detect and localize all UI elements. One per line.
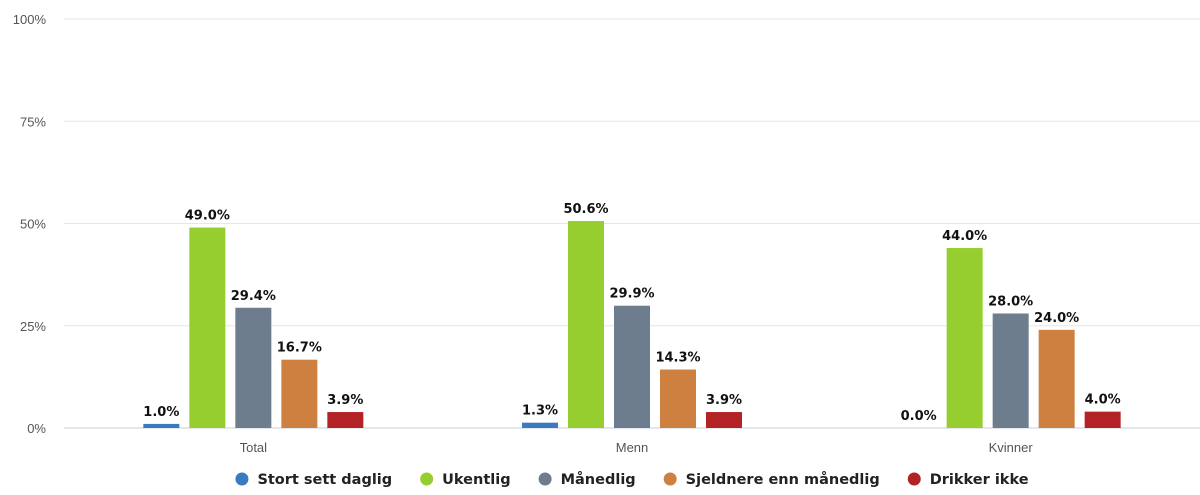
legend-label: Ukentlig — [442, 472, 510, 488]
x-category-label: Kvinner — [989, 440, 1034, 455]
y-tick-label: 50% — [20, 217, 46, 232]
legend-item[interactable]: Stort sett daglig — [235, 472, 392, 488]
y-tick-label: 0% — [27, 421, 46, 436]
bar-sjeldnere-enn-m-nedlig[interactable] — [281, 359, 318, 428]
legend-marker — [538, 472, 552, 486]
y-axis: 0% 25% 50% 75% 100% — [13, 12, 47, 436]
bar-drikker-ikke[interactable] — [1084, 411, 1121, 428]
bar-m-nedlig[interactable] — [235, 307, 272, 428]
y-tick-label: 75% — [20, 114, 46, 129]
legend-item[interactable]: Sjeldnere enn månedlig — [663, 471, 880, 488]
bar-sjeldnere-enn-m-nedlig[interactable] — [1038, 329, 1075, 428]
y-tick-label: 25% — [20, 319, 46, 334]
bars — [143, 221, 1121, 428]
data-label: 28.0% — [988, 294, 1033, 309]
x-category-label: Total — [240, 440, 268, 455]
legend-label: Sjeldnere enn månedlig — [686, 471, 880, 488]
legend-item[interactable]: Månedlig — [538, 471, 636, 488]
bar-drikker-ikke[interactable] — [327, 412, 364, 428]
bar-ukentlig[interactable] — [946, 248, 983, 428]
data-label: 0.0% — [901, 409, 937, 424]
data-labels: 1.0% 49.0% 29.4% 16.7% 3.9% 1.3% 50.6% 29.9% 14.… — [143, 202, 1120, 424]
data-label: 14.3% — [655, 351, 700, 366]
bar-ukentlig[interactable] — [568, 221, 604, 428]
data-label: 3.9% — [706, 393, 742, 408]
legend-marker — [663, 472, 677, 486]
bar-stort-sett-daglig[interactable] — [522, 422, 558, 428]
x-category-label: Menn — [616, 440, 649, 455]
data-label: 50.6% — [563, 202, 608, 217]
legend-marker — [235, 472, 249, 486]
data-label: 1.0% — [143, 405, 179, 420]
legend-marker — [907, 472, 921, 486]
bar-drikker-ikke[interactable] — [706, 412, 742, 428]
data-label: 24.0% — [1034, 311, 1079, 326]
bar-m-nedlig[interactable] — [992, 313, 1029, 428]
bar-stort-sett-daglig[interactable] — [143, 423, 180, 428]
data-label: 49.0% — [185, 209, 230, 224]
legend-item[interactable]: Ukentlig — [420, 472, 511, 488]
data-label: 3.9% — [327, 393, 363, 408]
legend: Stort sett daglig Ukentlig Månedlig Sjeldne… — [235, 471, 1029, 488]
y-tick-label: 100% — [13, 12, 47, 27]
data-label: 4.0% — [1085, 393, 1121, 408]
data-label: 29.9% — [609, 287, 654, 302]
data-label: 1.3% — [522, 404, 558, 419]
legend-marker — [420, 472, 434, 486]
data-label: 29.4% — [231, 289, 276, 304]
data-label: 16.7% — [277, 341, 322, 356]
data-label: 44.0% — [942, 229, 987, 244]
x-axis: Total Menn Kvinner — [240, 440, 1034, 455]
bar-ukentlig[interactable] — [189, 227, 226, 428]
legend-label: Drikker ikke — [930, 472, 1029, 488]
bar-sjeldnere-enn-m-nedlig[interactable] — [660, 369, 696, 428]
legend-label: Stort sett daglig — [257, 472, 392, 488]
bar-m-nedlig[interactable] — [614, 305, 650, 428]
legend-label: Månedlig — [561, 471, 636, 488]
legend-item[interactable]: Drikker ikke — [907, 472, 1029, 488]
